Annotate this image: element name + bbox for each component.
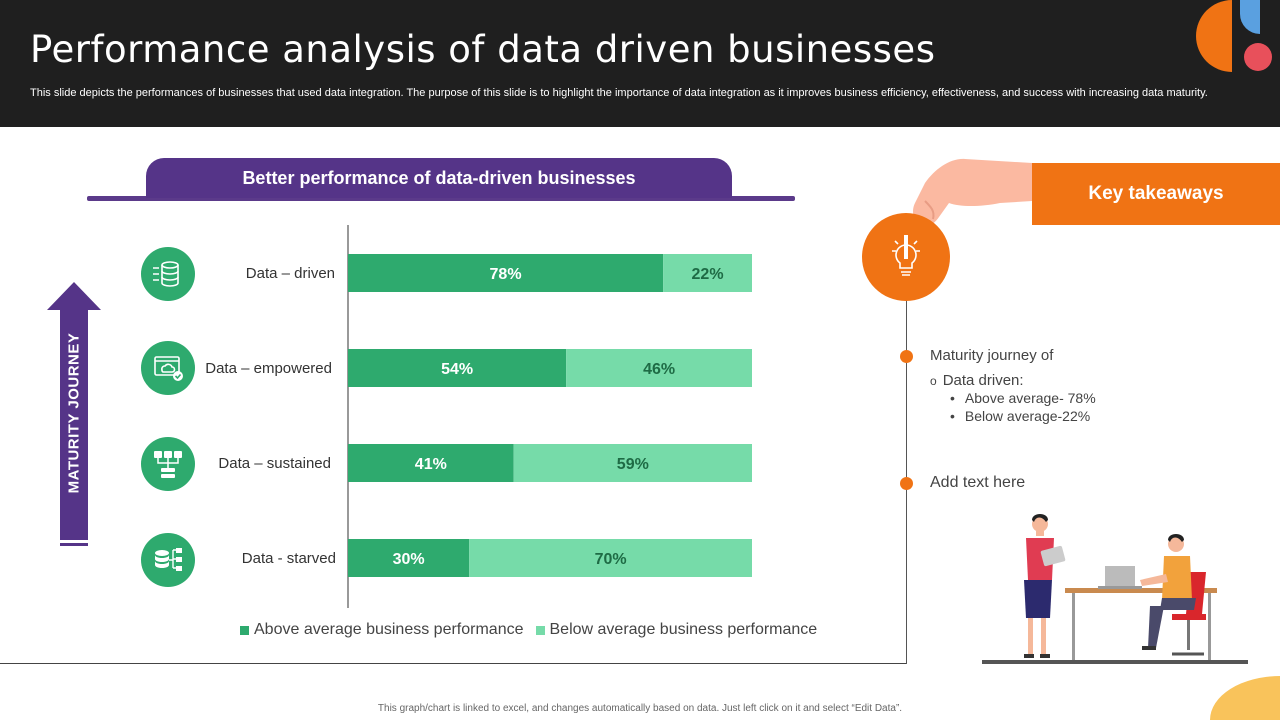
bar-above-2 (348, 444, 514, 482)
cloud-monitor-icon (141, 341, 195, 395)
bar-above-0 (348, 254, 664, 292)
bar-above-3 (348, 539, 470, 577)
data-label-above-2: 41% (415, 456, 447, 473)
stacked-bar-chart: 78% 22% 54% 46% 41% 59% 30% 70% (347, 225, 752, 608)
data-label-above-0: 78% (490, 266, 522, 283)
chart-banner: Better performance of data-driven busine… (146, 158, 732, 198)
legend-swatch-above (240, 625, 249, 635)
takeaway-sub-1: o Data driven: (930, 372, 1024, 389)
takeaway-heading-1: Maturity journey of (930, 347, 1054, 364)
takeaway-item-2: Add text here (930, 474, 1026, 491)
hollow-bullet-icon: o (930, 374, 937, 388)
bullet-icon: • (950, 408, 955, 424)
timeline-line (906, 258, 907, 664)
bar-below-1 (566, 349, 752, 387)
bullet-icon: • (950, 390, 955, 406)
takeaway-bullet-1: • Above average- 78% (950, 390, 1096, 406)
banner-underline (87, 196, 795, 201)
timeline-dot-2 (900, 477, 913, 490)
data-label-below-3: 70% (595, 551, 627, 568)
maturity-journey-label: MATURITY JOURNEY (65, 332, 83, 494)
bar-below-3 (469, 539, 752, 577)
corner-decoration-icon (1210, 676, 1280, 720)
maturity-arrow-icon (47, 282, 101, 546)
lightbulb-badge (862, 213, 950, 301)
data-label-below-2: 59% (617, 456, 649, 473)
bar-below-0 (663, 254, 752, 292)
lightbulb-icon (892, 235, 920, 276)
header-bar: Performance analysis of data driven busi… (0, 0, 1280, 127)
legend-swatch-below (535, 625, 545, 635)
database-server-icon (141, 247, 195, 301)
key-takeaways-header: Key takeaways (1032, 163, 1280, 225)
category-label-data-empowered: Data – empowered (205, 360, 332, 377)
category-label-data-starved: Data - starved (241, 550, 336, 567)
office-people-illustration-icon (982, 514, 1248, 664)
network-servers-icon (141, 437, 195, 491)
data-label-above-1: 54% (441, 361, 473, 378)
category-label-data-driven: Data – driven (245, 265, 335, 282)
page-subtitle: This slide depicts the performances of b… (30, 87, 1208, 99)
legend-label-above: Above average business performance (254, 621, 524, 638)
takeaway-bullet-2: • Below average-22% (950, 408, 1090, 424)
bar-below-2 (513, 444, 752, 482)
legend-item-above: Above average business performance (240, 621, 524, 639)
bar-above-1 (348, 349, 567, 387)
takeaway-bullet-1-text: Above average- 78% (964, 390, 1096, 406)
category-label-data-sustained: Data – sustained (218, 455, 331, 472)
data-label-below-1: 46% (643, 361, 675, 378)
hand-icon (913, 158, 1032, 226)
timeline-dot-1 (900, 350, 913, 363)
page-title: Performance analysis of data driven busi… (30, 28, 936, 71)
takeaway-bullet-2-text: Below average-22% (964, 408, 1091, 424)
data-label-above-3: 30% (393, 551, 425, 568)
takeaway-sub-label: Data driven: (942, 372, 1024, 389)
legend-item-below: Below average business performance (535, 621, 818, 639)
footer-note: This graph/chart is linked to excel, and… (377, 703, 903, 714)
database-flow-icon (141, 533, 195, 587)
data-label-below-0: 22% (692, 266, 724, 283)
section-divider (0, 663, 907, 664)
legend-label-below: Below average business performance (549, 621, 818, 638)
chart-legend: Above average business performance Below… (240, 621, 817, 639)
brand-logo-icon (1196, 0, 1272, 72)
